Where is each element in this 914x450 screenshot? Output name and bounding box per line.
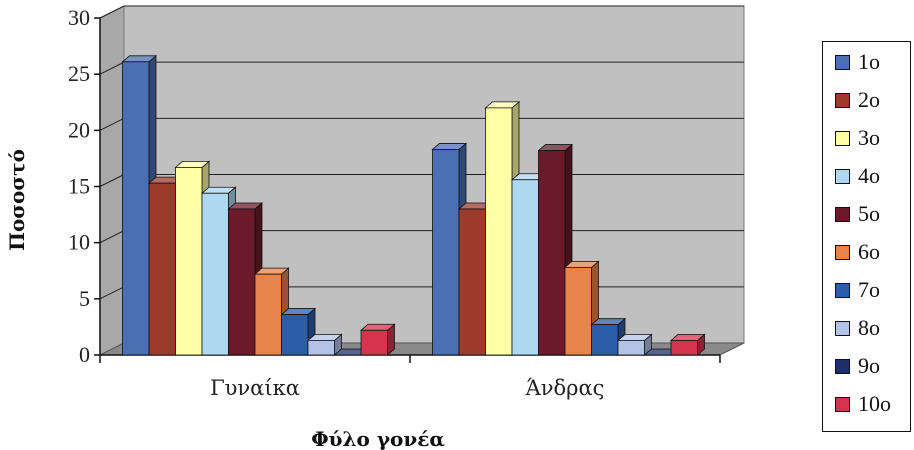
- y-tick-label: 10: [68, 230, 90, 255]
- x-tick-label: Γυναίκα: [210, 376, 300, 400]
- legend-item: 5ο: [835, 200, 880, 228]
- legend-item: 8ο: [835, 314, 880, 342]
- bar: [669, 333, 706, 356]
- bar: [280, 307, 317, 356]
- legend-label: 6ο: [858, 239, 880, 264]
- bar: [253, 267, 290, 356]
- y-tick-label: 30: [68, 5, 90, 30]
- legend-item: 9ο: [835, 352, 880, 380]
- legend-label: 10ο: [858, 391, 891, 416]
- legend-label: 3ο: [858, 125, 880, 150]
- y-tick-label: 25: [68, 61, 90, 86]
- legend-item: 4ο: [835, 162, 880, 190]
- bars: [121, 54, 706, 356]
- legend-label: 4ο: [858, 163, 880, 188]
- bar: [537, 143, 574, 356]
- legend-item: 6ο: [835, 238, 880, 266]
- legend-swatch: [835, 358, 850, 374]
- y-tick-label: 0: [79, 342, 90, 367]
- legend: 1ο 2ο 3ο 4ο 5ο 6ο 7ο 8ο 9ο 10ο: [822, 41, 911, 432]
- legend-item: 7ο: [835, 276, 880, 304]
- legend-label: 9ο: [858, 353, 880, 378]
- y-tick-label: 20: [68, 117, 90, 142]
- legend-label: 7ο: [858, 277, 880, 302]
- legend-swatch: [835, 92, 850, 108]
- y-axis-title: Ποσοστό: [5, 149, 29, 251]
- bar: [616, 333, 653, 356]
- y-tick-labels: 0 5 10 15 20 25 30: [68, 5, 90, 367]
- legend-swatch: [835, 130, 850, 146]
- legend-swatch: [835, 396, 850, 412]
- legend-item: 10ο: [835, 390, 891, 418]
- legend-label: 5ο: [858, 201, 880, 226]
- legend-swatch: [835, 168, 850, 184]
- legend-swatch: [835, 54, 850, 70]
- legend-swatch: [835, 282, 850, 298]
- legend-label: 2ο: [858, 87, 880, 112]
- x-tick-labels: Γυναίκα Άνδρας: [210, 376, 604, 400]
- legend-label: 1ο: [858, 49, 880, 74]
- legend-swatch: [835, 244, 850, 260]
- y-tick-label: 15: [68, 174, 90, 199]
- legend-swatch: [835, 206, 850, 222]
- legend-item: 1ο: [835, 48, 880, 76]
- y-tick-label: 5: [79, 286, 90, 311]
- legend-item: 2ο: [835, 86, 880, 114]
- x-axis-title: Φύλο γονέα: [311, 427, 445, 450]
- legend-swatch: [835, 320, 850, 336]
- bar: [359, 323, 396, 356]
- gridline: [99, 5, 744, 19]
- bar: [563, 260, 600, 356]
- legend-label: 8ο: [858, 315, 880, 340]
- legend-item: 3ο: [835, 124, 880, 152]
- bar: [227, 202, 264, 356]
- bar: [306, 333, 343, 356]
- x-tick-label: Άνδρας: [525, 376, 605, 400]
